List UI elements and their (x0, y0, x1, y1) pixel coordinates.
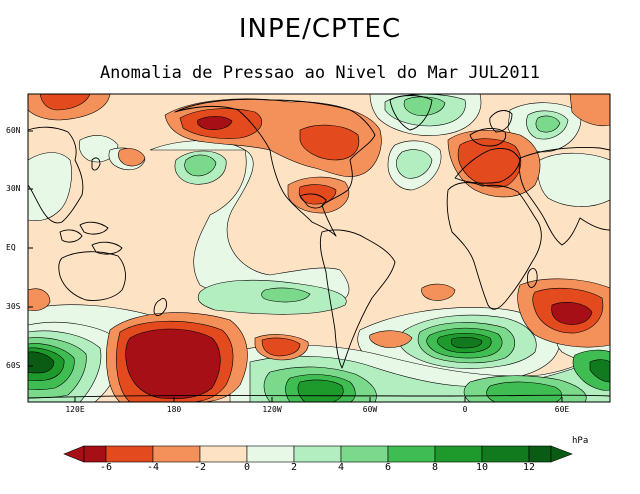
colorbar-label: 10 (475, 462, 489, 473)
colorbar-label: 2 (290, 462, 298, 473)
lon-label-0: 0 (462, 405, 468, 414)
colorbar-unit: hPa (572, 436, 589, 446)
colorbar-label: -6 (99, 462, 113, 473)
lat-label-30n: 30N (6, 184, 21, 193)
lat-label-60s: 60S (6, 361, 21, 370)
page-title: INPE/CPTEC (238, 14, 402, 44)
lat-label-30s: 30S (6, 302, 21, 311)
lon-label-60e: 60E (554, 405, 570, 414)
colorbar-label: -2 (193, 462, 207, 473)
lon-label-60w: 60W (362, 405, 378, 414)
colorbar-label: 0 (243, 462, 251, 473)
colorbar-arrow-left (63, 445, 85, 463)
colorbar-label: 12 (522, 462, 536, 473)
lon-label-180: 180 (166, 405, 182, 414)
colorbar-label: 6 (384, 462, 392, 473)
lat-label-eq: EQ (6, 243, 16, 252)
colorbar-label: 8 (431, 462, 439, 473)
colorbar-label: 4 (337, 462, 345, 473)
axis-ticks (28, 130, 563, 402)
lon-label-120w: 120W (262, 405, 282, 414)
positive-anomaly-regions (28, 94, 610, 402)
lat-label-60n: 60N (6, 126, 21, 135)
lon-label-120e: 120E (65, 405, 85, 414)
negative-anomaly-regions (28, 94, 610, 402)
colorbar (63, 445, 573, 463)
map-subtitle: Anomalia de Pressao ao Nivel do Mar JUL2… (99, 63, 541, 83)
colorbar-label: -4 (146, 462, 160, 473)
coastlines (28, 95, 610, 399)
colorbar-arrow-right (550, 445, 573, 463)
